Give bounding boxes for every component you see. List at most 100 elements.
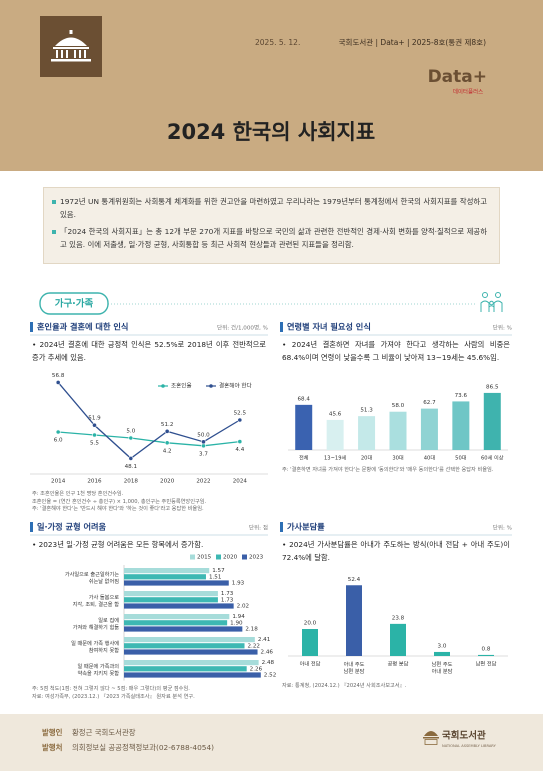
bar [124, 568, 210, 574]
data-label: 3.0 [438, 643, 447, 649]
bar [124, 580, 229, 586]
section-tab [39, 292, 476, 315]
data-label: 1.90 [230, 620, 243, 626]
data-point [164, 428, 170, 434]
legend-swatch [242, 554, 247, 560]
bar [124, 591, 218, 597]
bar [124, 660, 259, 666]
x-tick-label: 남편 전담 [476, 660, 497, 668]
bar [124, 620, 228, 626]
heading-marker [30, 322, 33, 332]
x-tick-label: 아내 주도 남편 분담 [344, 660, 365, 675]
x-tick-label: 공평 분담 [388, 661, 409, 668]
data-label: 51.2 [161, 422, 173, 428]
data-label: 20.0 [304, 621, 317, 627]
bar [124, 614, 230, 620]
heading-marker [280, 322, 283, 332]
x-tick-label: 2016 [87, 479, 102, 485]
x-tick-label: 60세 이상 [481, 454, 504, 462]
category-label: 가사일으로 출근일하기는 쉬는날 없어짐 [65, 569, 119, 584]
bar [434, 651, 450, 656]
data-label: 2.41 [258, 637, 271, 643]
publisher: 황정근 국회도서관장 [72, 728, 136, 737]
x-tick-label: 50대 [455, 454, 467, 462]
note: 자료: 통계청, (2024.12.) 『2024년 사회조사보고서』. [282, 683, 407, 689]
bar [478, 654, 494, 656]
bar [124, 666, 247, 672]
bar [389, 411, 407, 450]
bar [302, 629, 318, 656]
data-label: 6.0 [54, 438, 63, 444]
issuer: 의회정보실 공공정책정보과(02-6788-4054) [72, 743, 214, 752]
legend-marker [209, 384, 213, 388]
data-point [92, 432, 97, 438]
panel-unit: 단위: % [493, 524, 512, 532]
page-title: 2024 한국의 사회지표 [167, 120, 375, 144]
panel-title: 연령별 자녀 필요성 인식 [287, 322, 371, 332]
category-label: 가사 돌봄으로 지각, 조퇴, 결근을 함 [73, 592, 120, 607]
bar [483, 392, 501, 450]
panel-summary: • 2024년 결혼에 대한 긍정적 인식은 52.5%로 2018년 이후 전… [32, 340, 266, 362]
panel-title: 혼인율과 결혼에 대한 인식 [37, 322, 128, 332]
publisher-label: 발행인 [42, 728, 63, 737]
bar [420, 408, 438, 450]
bar [452, 401, 470, 450]
data-label: 23.8 [392, 615, 405, 621]
legend-swatch [190, 554, 195, 560]
data-point [92, 422, 97, 428]
bar [124, 649, 258, 655]
family-icon [480, 292, 503, 312]
note: 자료: 여성가족부, (2023.12.) 『2023 가족실태조사』 원자료 … [32, 693, 195, 700]
data-label: 2.22 [248, 643, 260, 649]
data-label: 52.5 [234, 411, 247, 417]
data-label: 4.2 [163, 448, 172, 454]
data-label: 58.0 [392, 403, 405, 409]
x-tick-label: 2014 [51, 479, 66, 485]
footer-logo [423, 731, 439, 745]
data-label: 2.52 [264, 673, 276, 679]
x-tick-label: 2018 [124, 479, 139, 485]
data-label: 86.5 [486, 384, 499, 390]
category-label: 일로 집에 가져와 해결하기 힘듦 [73, 615, 119, 630]
x-tick-label: 2020 [160, 479, 175, 485]
panel-notes: 주: 5점 척도(1점: 전혀 그렇지 않다 ~ 5점: 매우 그렇다)의 평균… [32, 686, 266, 701]
panel-unit: 단위: 점 [249, 524, 268, 532]
data-point [237, 439, 243, 444]
panel-notes: 자료: 통계청, (2024.12.) 『2024년 사회조사보고서』. [282, 683, 510, 691]
bar [346, 585, 362, 656]
intro-bullet: 「2024 한국의 사회지표」는 총 12개 부문 270개 지표를 바탕으로 … [52, 226, 487, 251]
issue-date: 2025. 5. 12. [255, 38, 300, 47]
legend-swatch [216, 554, 221, 560]
panel-notes: 주: '결혼하면 자녀를 가져야 한다'는 문항에 '동의한다'와 '매우 동의… [282, 467, 510, 475]
data-label: 1.73 [221, 591, 234, 597]
footer-logo-subtext: NATIONAL ASSEMBLY LIBRARY [442, 744, 497, 748]
x-tick-label: 2024 [233, 479, 248, 485]
x-tick-label: 30대 [392, 454, 404, 462]
footer-band [0, 714, 543, 771]
data-label: 5.5 [90, 441, 99, 447]
data-point [128, 435, 134, 441]
bar [124, 643, 245, 649]
category-label: 일 때문에 가족 행사에 참여하지 못함 [71, 638, 119, 653]
x-tick-label: 20대 [361, 454, 373, 462]
data-label: 56.8 [52, 373, 65, 379]
bar [124, 672, 261, 678]
data-label: 50.0 [197, 432, 210, 438]
publication-info: 국회도서관 | Data+ | 2025-8호(통권 제8호) [339, 37, 486, 47]
data-point [55, 380, 61, 385]
data-label: 0.8 [482, 646, 491, 652]
legend-label: 결혼해야 한다 [219, 382, 252, 390]
x-tick-label: 아내 전담 [300, 660, 321, 668]
data-label: 2.02 [237, 604, 249, 610]
data-label: 51.3 [360, 408, 373, 414]
note: 주: '결혼해야 한다'는 '반드시 해야 한다'와 '하는 것이 좋다'라고 … [32, 506, 204, 513]
x-tick-label: 남편 주도 아내 분담 [432, 660, 453, 675]
data-label: 2.48 [262, 660, 275, 666]
data-label: 2.18 [245, 627, 258, 633]
note: 주: 조혼인율은 인구 1천 명당 혼인건수임. [32, 491, 124, 497]
note: 조혼인율 = (연간 혼인건수 ÷ 총인구) × 1,000, 총인구는 주민등… [32, 498, 207, 505]
series-line [58, 431, 240, 447]
data-point [201, 439, 206, 445]
data-label: 45.6 [329, 411, 342, 417]
